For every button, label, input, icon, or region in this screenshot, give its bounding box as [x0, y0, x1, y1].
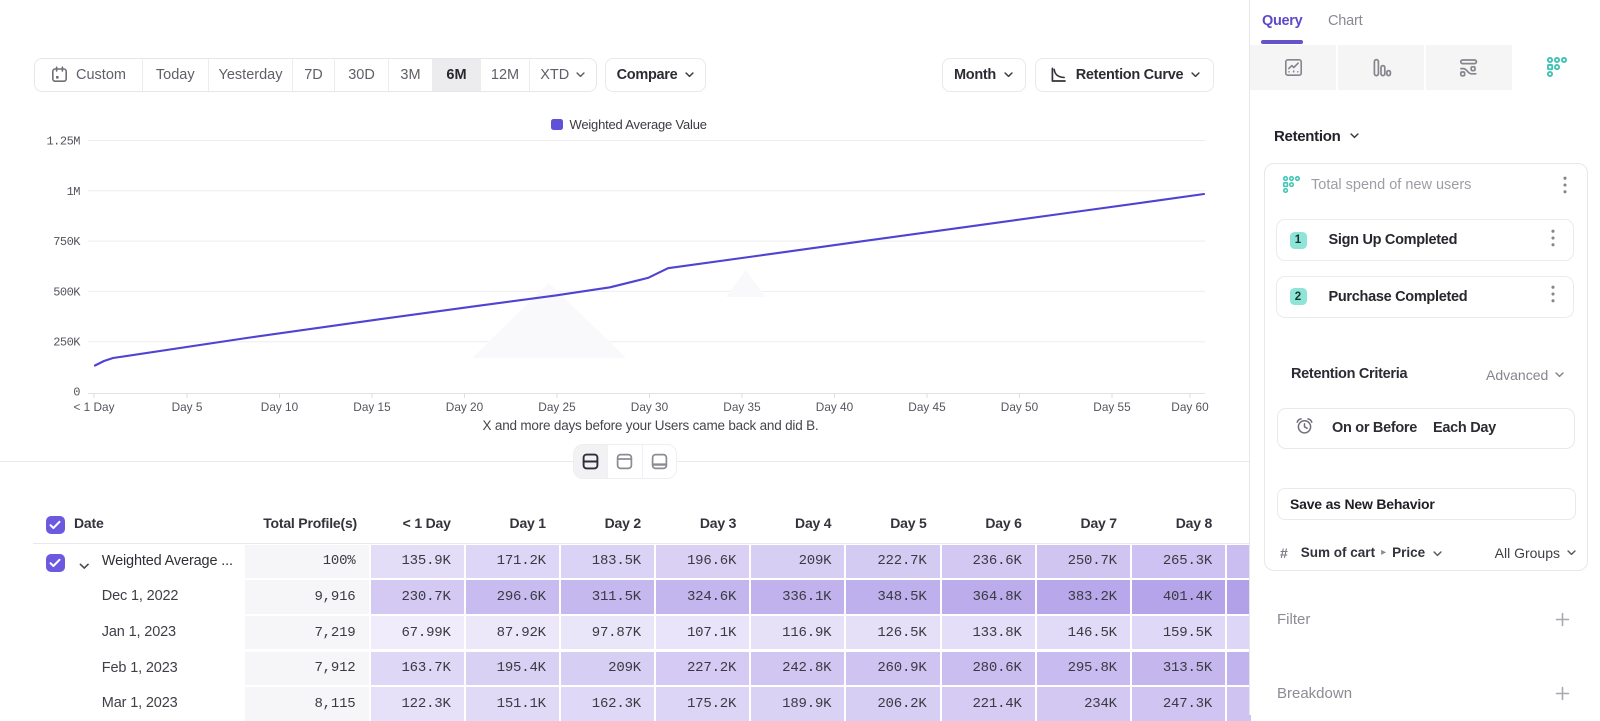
svg-text:Day 40: Day 40	[816, 400, 854, 414]
svg-text:Day 30: Day 30	[631, 400, 669, 414]
svg-text:750K: 750K	[53, 235, 81, 249]
svg-text:Day 5: Day 5	[172, 400, 203, 414]
svg-text:500K: 500K	[53, 285, 81, 299]
svg-text:1.25M: 1.25M	[46, 135, 80, 149]
svg-text:Day 15: Day 15	[353, 400, 391, 414]
svg-text:1M: 1M	[67, 185, 81, 199]
svg-text:Day 10: Day 10	[261, 400, 299, 414]
svg-text:Day 45: Day 45	[908, 400, 946, 414]
svg-text:Day 50: Day 50	[1001, 400, 1039, 414]
svg-text:250K: 250K	[53, 336, 81, 350]
svg-text:Day 55: Day 55	[1093, 400, 1131, 414]
svg-text:Day 25: Day 25	[538, 400, 576, 414]
svg-text:< 1 Day: < 1 Day	[74, 400, 115, 414]
svg-text:0: 0	[73, 386, 80, 400]
svg-text:Day 35: Day 35	[723, 400, 761, 414]
svg-text:Day 60: Day 60	[1171, 400, 1209, 414]
svg-text:Day 20: Day 20	[446, 400, 484, 414]
